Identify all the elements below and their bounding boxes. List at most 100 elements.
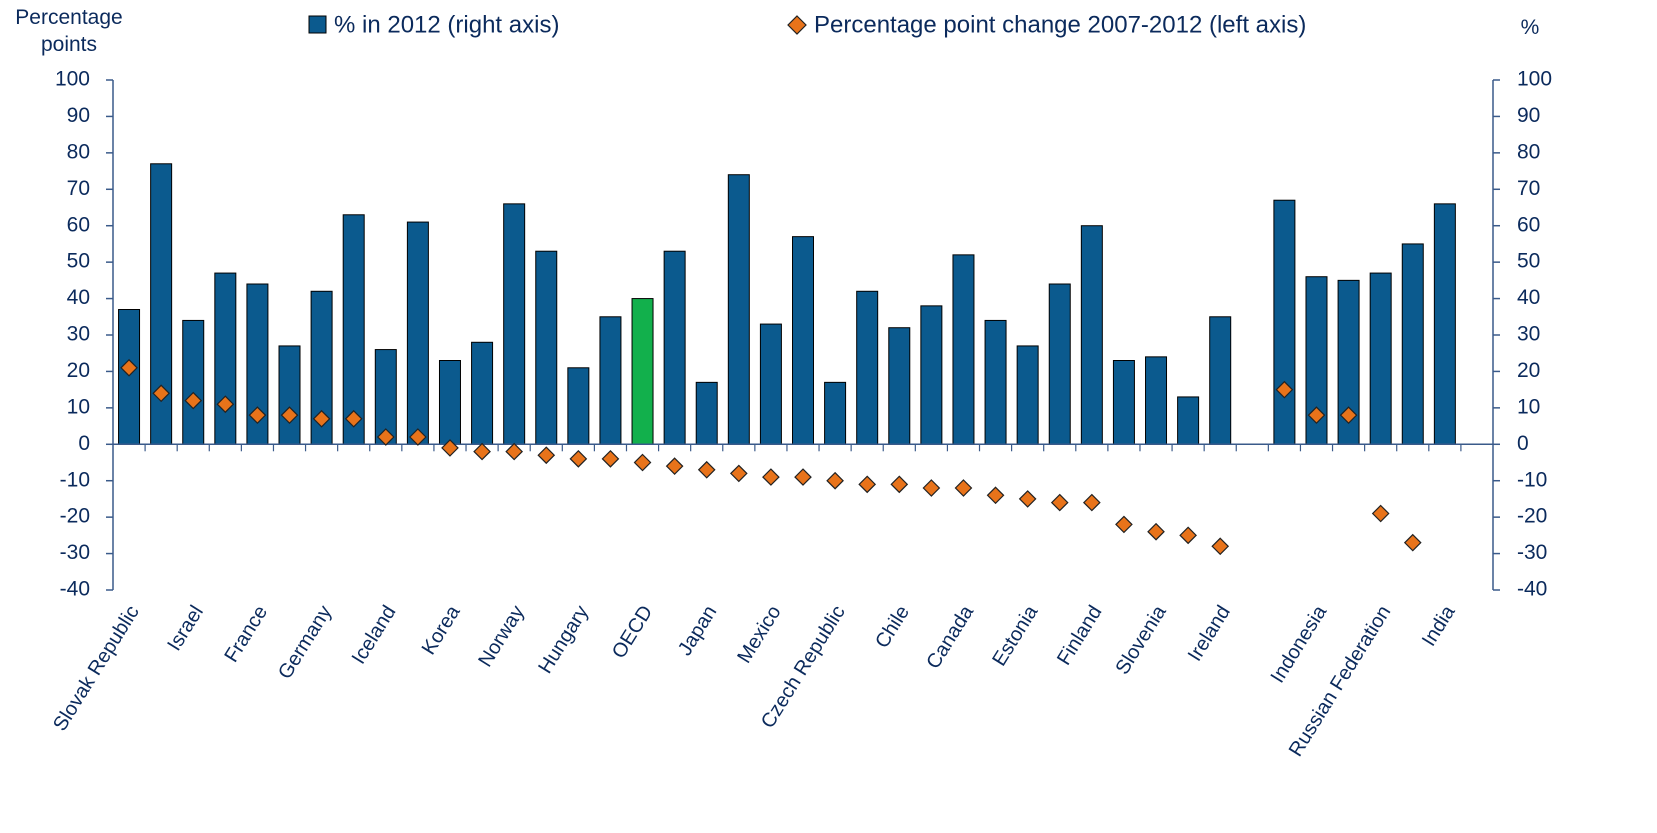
y2-tick-label: 40	[1517, 286, 1540, 309]
y-tick-label: 40	[67, 286, 90, 309]
bar	[150, 163, 173, 445]
x-tick-label: Ireland	[1184, 602, 1235, 666]
bar	[1433, 203, 1456, 445]
diamond-marker	[794, 468, 812, 486]
diamond-marker	[633, 453, 652, 472]
y2-tick-label: 90	[1517, 104, 1540, 127]
y2-tick-label: 70	[1517, 177, 1540, 200]
bar	[1080, 225, 1103, 445]
diamond-marker	[1275, 380, 1294, 399]
y2-tick-label: -40	[1517, 578, 1547, 601]
diamond-marker	[1211, 537, 1230, 556]
y2-tick-label: -30	[1517, 541, 1547, 564]
diamond-marker	[1018, 490, 1037, 508]
diamond-marker	[569, 450, 588, 468]
x-tick-label: India	[1418, 601, 1460, 650]
x-tick-label: Norway	[474, 602, 529, 671]
diamond-marker	[216, 395, 235, 414]
bar	[1209, 316, 1232, 445]
diamond-marker	[473, 442, 491, 461]
diamond-marker	[954, 479, 973, 497]
bar	[118, 309, 141, 445]
diamond-marker	[601, 450, 620, 468]
diamond-marker	[376, 428, 395, 446]
diamond-marker	[441, 439, 459, 457]
diamond-marker	[890, 475, 909, 494]
legend-label: Percentage point change 2007-2012 (left …	[814, 11, 1306, 38]
bar	[1048, 283, 1071, 445]
x-tick-label: Canada	[922, 601, 978, 673]
bar	[535, 250, 558, 445]
x-tick-label: Korea	[418, 601, 465, 659]
x-tick-label: Finland	[1053, 602, 1106, 669]
x-tick-label: France	[220, 602, 272, 666]
bar	[406, 221, 429, 445]
y-tick-label: 60	[67, 213, 90, 236]
bar	[182, 319, 205, 445]
y-tick-label: 20	[67, 359, 90, 382]
bar	[1145, 356, 1168, 445]
bar	[920, 305, 943, 445]
bar	[438, 360, 461, 445]
y-tick-label: -10	[60, 468, 90, 491]
diamond-marker	[762, 468, 780, 486]
diamond-marker	[344, 409, 363, 428]
bar	[1112, 360, 1135, 445]
bar	[727, 174, 750, 445]
y-tick-label: 50	[67, 250, 90, 273]
y-tick-label: -20	[60, 505, 90, 528]
diamond-marker	[1179, 526, 1197, 545]
y2-tick-label: 30	[1517, 323, 1540, 346]
diamond-marker	[280, 406, 299, 424]
y2-axis-title: %	[1520, 16, 1540, 39]
x-tick-label: Slovak Republic	[49, 602, 144, 735]
x-tick-label: Japan	[674, 602, 722, 660]
bar	[856, 290, 879, 445]
diamond-marker	[826, 471, 844, 490]
bar	[824, 381, 847, 445]
bar	[952, 254, 975, 445]
bar	[342, 214, 365, 445]
bar	[888, 327, 911, 445]
bar	[599, 316, 622, 445]
diamond-marker	[409, 428, 427, 446]
y-tick-label: -30	[60, 541, 90, 564]
legend-swatch	[308, 15, 327, 34]
diamond-marker	[120, 358, 138, 377]
bar	[759, 323, 782, 445]
diamond-marker	[1307, 406, 1326, 424]
x-tick-label: Iceland	[348, 602, 401, 668]
diamond-marker	[248, 406, 267, 424]
diamond-marker	[184, 391, 203, 410]
y-tick-label: 90	[67, 104, 90, 127]
bar	[567, 367, 590, 445]
diamond-marker	[922, 479, 941, 497]
diamond-marker	[505, 442, 524, 461]
y-axis-title: Percentage points	[15, 6, 123, 56]
y2-tick-label: 0	[1517, 432, 1529, 455]
diamond-marker	[537, 446, 556, 465]
bar	[1369, 272, 1392, 445]
diamond-marker	[986, 486, 1005, 505]
y-tick-label: 10	[67, 395, 90, 418]
y2-tick-label: 10	[1517, 395, 1540, 418]
diamond-marker	[312, 409, 331, 428]
y-tick-label: -40	[60, 578, 90, 601]
x-tick-label: Hungary	[534, 602, 593, 678]
x-tick-label: Indonesia	[1267, 601, 1332, 687]
x-tick-label: Mexico	[733, 602, 785, 667]
bar	[278, 345, 301, 445]
bar	[1177, 396, 1200, 445]
y-tick-label: 70	[67, 177, 90, 200]
y-tick-label: 30	[67, 323, 90, 346]
bar	[214, 272, 237, 445]
diamond-marker	[1147, 522, 1165, 541]
x-tick-label: Chile	[871, 602, 914, 652]
x-tick-label: Estonia	[988, 601, 1042, 670]
bar	[695, 381, 718, 445]
bar	[792, 236, 814, 445]
diamond-marker	[665, 457, 684, 475]
legend-swatch	[787, 15, 807, 35]
x-tick-label: Israel	[163, 602, 208, 655]
